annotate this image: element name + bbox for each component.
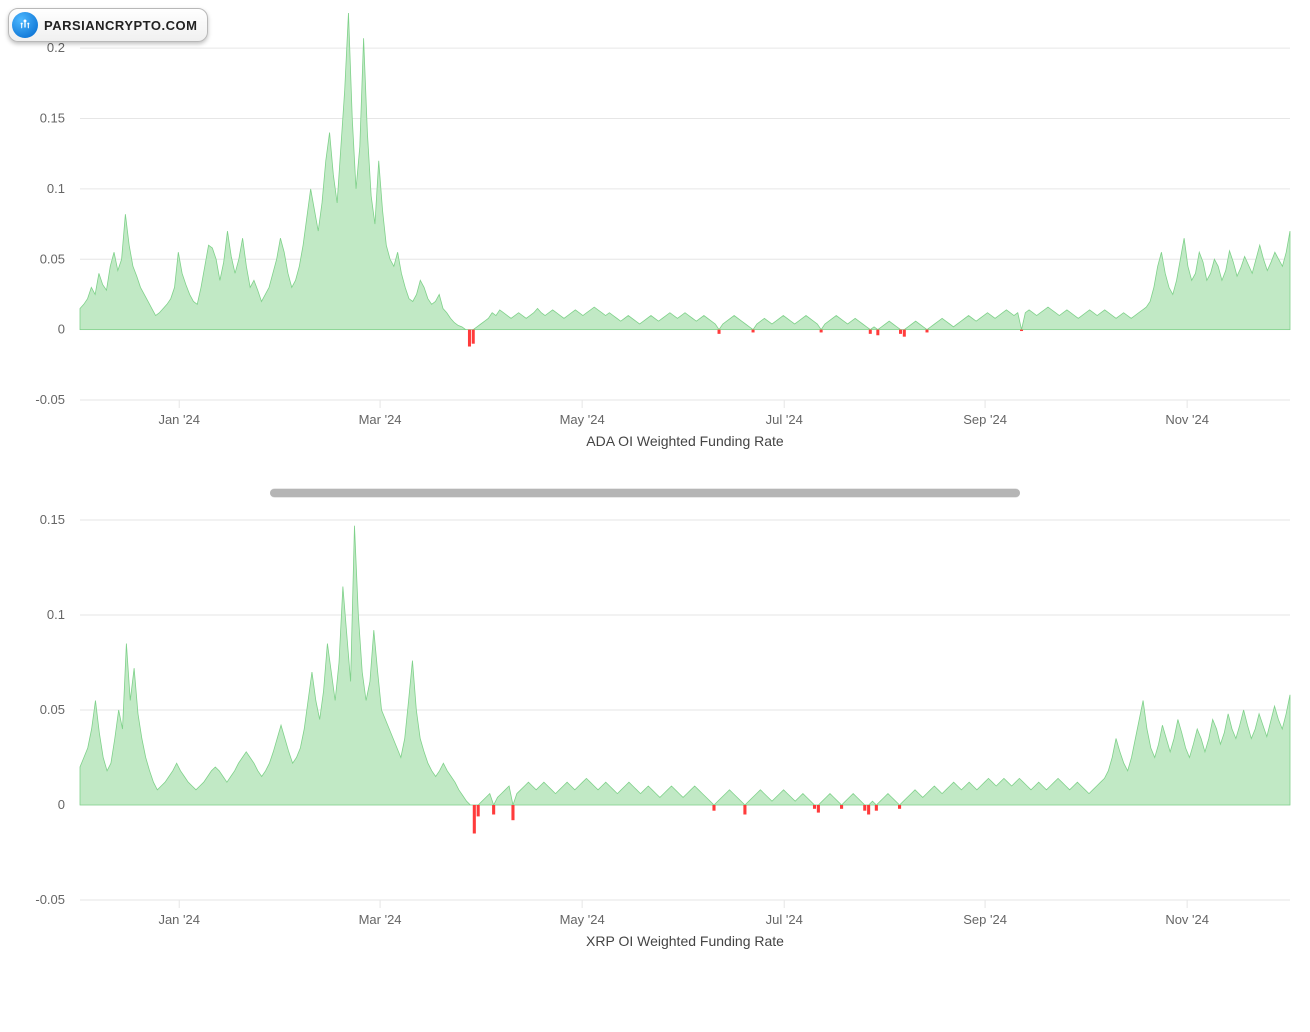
x-tick-label: Sep '24 xyxy=(963,412,1007,427)
x-tick-label: Jan '24 xyxy=(158,412,200,427)
negative-bar xyxy=(898,805,901,809)
x-tick-label: Mar '24 xyxy=(359,412,402,427)
negative-bar xyxy=(867,805,870,815)
watermark-text: PARSIANCRYPTO.COM xyxy=(44,18,197,33)
x-tick-label: Mar '24 xyxy=(359,912,402,927)
y-tick-label: 0.05 xyxy=(40,702,65,717)
negative-bar xyxy=(712,805,715,811)
y-tick-label: 0.1 xyxy=(47,181,65,196)
negative-bar xyxy=(869,330,872,334)
y-tick-label: 0 xyxy=(58,797,65,812)
negative-bar xyxy=(468,330,471,347)
y-tick-label: 0.15 xyxy=(40,512,65,527)
x-tick-label: Sep '24 xyxy=(963,912,1007,927)
x-tick-label: Nov '24 xyxy=(1165,912,1209,927)
negative-bar xyxy=(820,330,823,333)
y-tick-label: 0.15 xyxy=(40,111,65,126)
x-tick-label: Jan '24 xyxy=(158,912,200,927)
x-tick-label: Nov '24 xyxy=(1165,412,1209,427)
y-tick-label: -0.05 xyxy=(35,892,65,907)
x-tick-label: May '24 xyxy=(560,412,605,427)
negative-bar xyxy=(1020,330,1023,331)
x-tick-label: Jul '24 xyxy=(766,412,803,427)
negative-bar xyxy=(472,330,475,344)
negative-bar xyxy=(899,330,902,334)
negative-bar xyxy=(718,330,721,334)
y-tick-label: -0.05 xyxy=(35,392,65,407)
negative-bar xyxy=(876,330,879,336)
negative-bar xyxy=(743,805,746,815)
negative-bar xyxy=(840,805,843,809)
parsiancrypto-logo-icon xyxy=(12,12,38,38)
positive-area xyxy=(80,13,1290,330)
xrp-chart: -0.05 0 0.05 0.1 0.15 Jan '24 Mar '24 May '24 Ju… xyxy=(0,510,1310,1000)
negative-bar xyxy=(875,805,878,811)
chart-title: ADA OI Weighted Funding Rate xyxy=(586,433,784,449)
negative-bar xyxy=(925,330,928,333)
negative-bar xyxy=(752,330,755,333)
negative-bar xyxy=(813,805,816,809)
positive-area xyxy=(80,526,1290,805)
y-tick-label: 0.2 xyxy=(47,40,65,55)
x-tick-label: Jul '24 xyxy=(766,912,803,927)
x-tick-label: May '24 xyxy=(560,912,605,927)
negative-bar xyxy=(473,805,476,834)
negative-bar xyxy=(511,805,514,820)
y-tick-label: 0.1 xyxy=(47,607,65,622)
negative-bar xyxy=(477,805,480,816)
negative-bar xyxy=(903,330,906,337)
horizontal-scrollbar[interactable] xyxy=(270,488,1020,498)
negative-bar xyxy=(492,805,495,815)
negative-bar xyxy=(863,805,866,811)
y-tick-label: 0 xyxy=(58,322,65,337)
ada-chart: -0.05 0 0.05 0.1 0.15 0.2 Jan '24 Mar '24 May '2… xyxy=(0,10,1310,500)
watermark-badge: PARSIANCRYPTO.COM xyxy=(8,8,208,42)
negative-bar xyxy=(817,805,820,813)
scrollbar-thumb[interactable] xyxy=(270,489,1020,497)
y-tick-label: 0.05 xyxy=(40,251,65,266)
chart-title: XRP OI Weighted Funding Rate xyxy=(586,933,784,949)
